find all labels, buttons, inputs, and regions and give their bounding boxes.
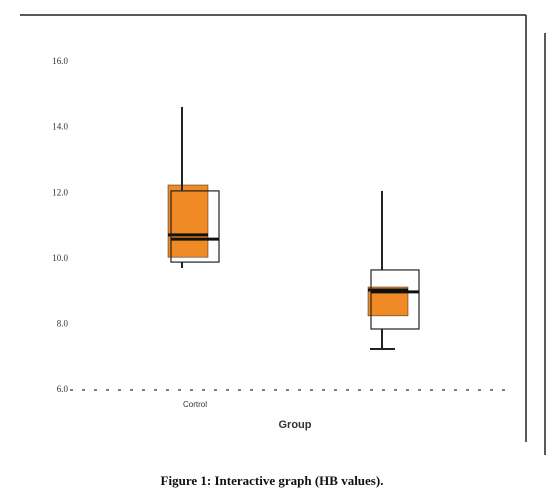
- y-tick-label: 16.0: [52, 56, 68, 66]
- x-axis-label: Group: [279, 419, 312, 431]
- y-tick-label: 10.0: [52, 253, 68, 263]
- y-tick-label: 12.0: [52, 187, 68, 197]
- y-tick-label: 14.0: [52, 122, 68, 132]
- x-tick-label: Cortrol: [183, 400, 207, 409]
- caption: Figure 1: Interactive graph (HB values).: [161, 473, 384, 488]
- y-tick-label: 8.0: [57, 318, 69, 328]
- box: [167, 184, 209, 258]
- box: [170, 190, 220, 263]
- y-tick-label: 6.0: [57, 384, 69, 394]
- box: [370, 269, 420, 330]
